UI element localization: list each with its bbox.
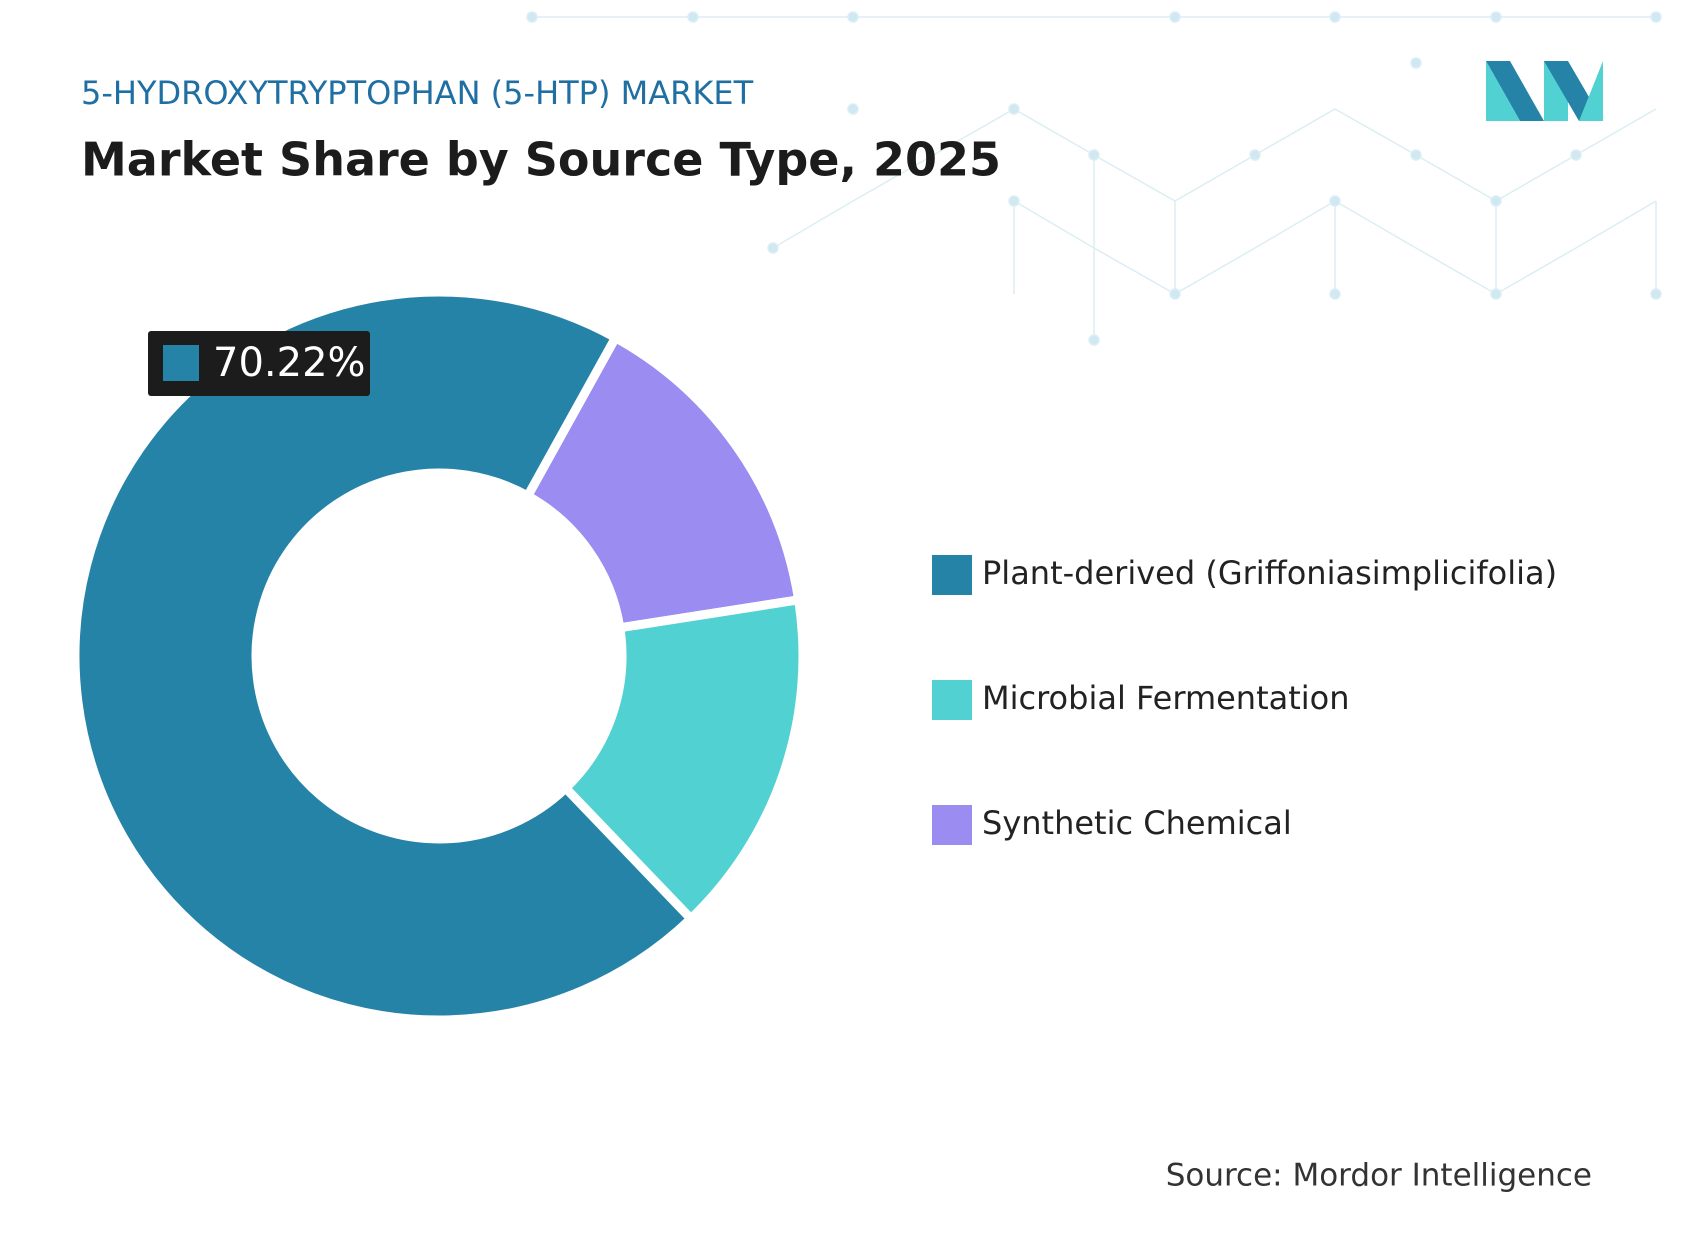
chart-title: Market Share by Source Type, 2025 bbox=[81, 133, 1001, 187]
donut-slice bbox=[521, 331, 804, 633]
data-label: 70.22% bbox=[148, 331, 370, 396]
legend-label: Microbial Fermentation bbox=[982, 679, 1350, 717]
donut-slice bbox=[70, 287, 698, 1025]
legend: Plant-derived (Griffoniasimplicifolia) Mi… bbox=[932, 554, 1557, 845]
data-label-box bbox=[148, 331, 370, 396]
donut: 70.22% bbox=[70, 287, 808, 1025]
background-pattern bbox=[526, 11, 1662, 346]
donut-slice bbox=[559, 594, 808, 926]
legend-swatch bbox=[932, 805, 972, 845]
legend-swatch bbox=[932, 555, 972, 595]
legend-label: Synthetic Chemical bbox=[982, 804, 1292, 842]
source-note: Source: Mordor Intelligence bbox=[1166, 1158, 1592, 1194]
legend-label: Plant-derived (Griffoniasimplicifolia) bbox=[982, 554, 1557, 592]
data-label-swatch bbox=[163, 345, 199, 381]
chart-subtitle: 5-HYDROXYTRYPTOPHAN (5-HTP) MARKET bbox=[81, 74, 754, 112]
legend-swatch bbox=[932, 680, 972, 720]
logo bbox=[1486, 61, 1603, 121]
data-label-text: 70.22% bbox=[213, 340, 366, 386]
